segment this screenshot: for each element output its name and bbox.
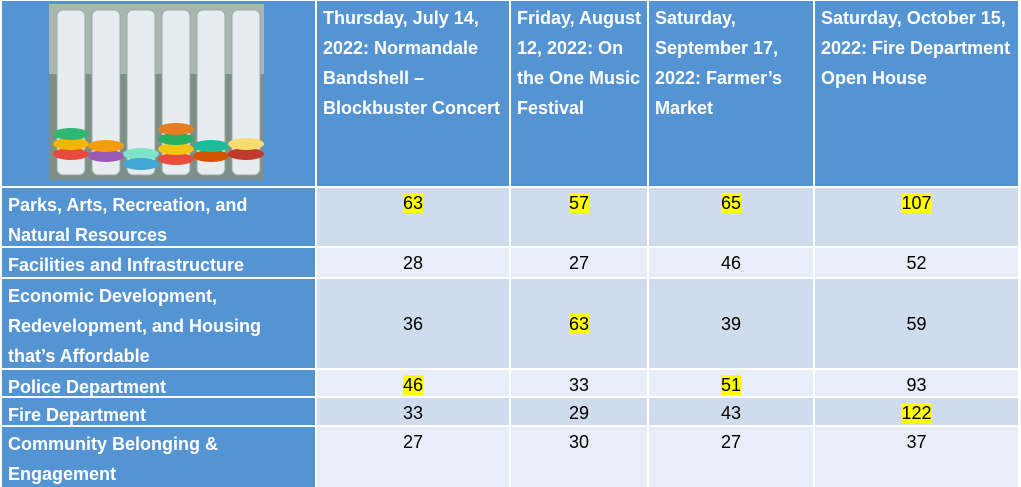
value: 37 <box>906 432 926 452</box>
value: 30 <box>569 432 589 452</box>
value: 46 <box>403 375 423 395</box>
value-cell: 57 <box>511 188 647 246</box>
column-header: Saturday, September 17, 2022: Farmer’s M… <box>649 1 813 186</box>
column-header: Saturday, October 15, 2022: Fire Departm… <box>815 1 1018 186</box>
value-cell: 46 <box>649 248 813 277</box>
value: 43 <box>721 403 741 423</box>
page: {"table": { "columns": ["Thursday, July … <box>0 0 1021 487</box>
value: 63 <box>569 314 589 334</box>
value: 33 <box>569 375 589 395</box>
value: 29 <box>569 403 589 423</box>
value: 46 <box>721 253 741 273</box>
value: 57 <box>569 193 589 213</box>
value: 122 <box>901 403 931 423</box>
value-cell: 28 <box>317 248 509 277</box>
value-cell: 51 <box>649 370 813 396</box>
row-label: Economic Development, Redevelopment, and… <box>2 279 315 368</box>
value-cell: 36 <box>317 279 509 368</box>
value: 59 <box>906 314 926 334</box>
value-cell: 27 <box>317 427 509 487</box>
value-cell: 27 <box>649 427 813 487</box>
value: 28 <box>403 253 423 273</box>
value-cell: 63 <box>511 279 647 368</box>
test-tubes-image <box>49 4 264 180</box>
value: 27 <box>403 432 423 452</box>
value: 39 <box>721 314 741 334</box>
value: 65 <box>721 193 741 213</box>
row-label: Parks, Arts, Recreation, and Natural Res… <box>2 188 315 246</box>
row-label: Police Department <box>2 370 315 396</box>
value: 33 <box>403 403 423 423</box>
value-cell: 39 <box>649 279 813 368</box>
value-cell: 46 <box>317 370 509 396</box>
table: Thursday, July 14, 2022: Normandale Band… <box>2 1 1018 487</box>
value: 27 <box>721 432 741 452</box>
value-cell: 122 <box>815 398 1018 425</box>
value-cell: 27 <box>511 248 647 277</box>
value-cell: 63 <box>317 188 509 246</box>
value-cell: 43 <box>649 398 813 425</box>
value-cell: 52 <box>815 248 1018 277</box>
value-cell: 30 <box>511 427 647 487</box>
value-cell: 33 <box>511 370 647 396</box>
value: 63 <box>403 193 423 213</box>
photo <box>2 1 315 186</box>
row-label: Facilities and Infrastructure <box>2 248 315 277</box>
value: 107 <box>901 193 931 213</box>
value-cell: 59 <box>815 279 1018 368</box>
value-cell: 107 <box>815 188 1018 246</box>
value: 27 <box>569 253 589 273</box>
value: 52 <box>906 253 926 273</box>
value-cell: 93 <box>815 370 1018 396</box>
column-header: Thursday, July 14, 2022: Normandale Band… <box>317 1 509 186</box>
value-cell: 33 <box>317 398 509 425</box>
value-cell: 37 <box>815 427 1018 487</box>
value-cell: 29 <box>511 398 647 425</box>
value-cell: 65 <box>649 188 813 246</box>
value: 51 <box>721 375 741 395</box>
value: 36 <box>403 314 423 334</box>
row-label: Community Belonging & Engagement <box>2 427 315 487</box>
value: 93 <box>906 375 926 395</box>
row-label: Fire Department <box>2 398 315 425</box>
column-header: Friday, August 12, 2022: On the One Musi… <box>511 1 647 186</box>
